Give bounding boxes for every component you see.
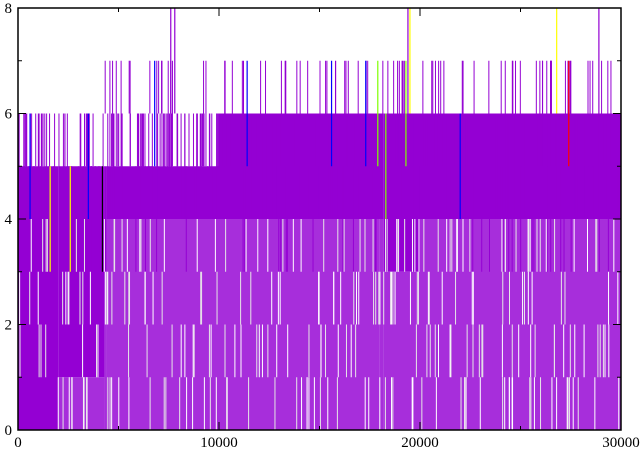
y-tick-label: 0 xyxy=(5,423,13,439)
series-lower-segment xyxy=(104,271,107,430)
x-tick-label: 30000 xyxy=(602,435,640,451)
data-layer xyxy=(18,8,621,430)
series-band-segment xyxy=(104,166,107,272)
y-tick-label: 2 xyxy=(5,318,13,334)
x-tick-label: 0 xyxy=(14,435,22,451)
series-lower-segment xyxy=(383,271,420,430)
series-lower-segment xyxy=(58,377,105,430)
y-tick-label: 4 xyxy=(5,212,13,228)
y-tick-label: 6 xyxy=(5,107,13,123)
x-tick-label: 20000 xyxy=(401,435,439,451)
series-lower-segment xyxy=(106,219,219,430)
x-tick-label: 10000 xyxy=(200,435,238,451)
y-tick-label: 8 xyxy=(5,1,13,17)
axis-layer: 0 10000 20000 30000 0 2 4 6 8 xyxy=(5,1,640,451)
series-lower-segment xyxy=(379,219,384,430)
series-band-segment xyxy=(379,113,384,219)
